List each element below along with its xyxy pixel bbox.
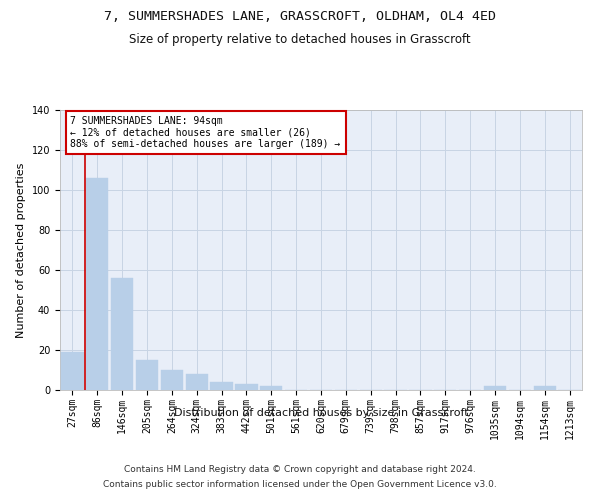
Bar <box>161 370 183 390</box>
Text: Contains HM Land Registry data © Crown copyright and database right 2024.: Contains HM Land Registry data © Crown c… <box>124 465 476 474</box>
Text: Distribution of detached houses by size in Grasscroft: Distribution of detached houses by size … <box>173 408 469 418</box>
Text: 7, SUMMERSHADES LANE, GRASSCROFT, OLDHAM, OL4 4ED: 7, SUMMERSHADES LANE, GRASSCROFT, OLDHAM… <box>104 10 496 23</box>
Y-axis label: Number of detached properties: Number of detached properties <box>16 162 26 338</box>
Text: 7 SUMMERSHADES LANE: 94sqm
← 12% of detached houses are smaller (26)
88% of semi: 7 SUMMERSHADES LANE: 94sqm ← 12% of deta… <box>70 116 341 149</box>
Bar <box>484 386 506 390</box>
Bar <box>211 382 233 390</box>
Bar <box>61 352 83 390</box>
Bar <box>86 178 109 390</box>
Bar <box>235 384 257 390</box>
Bar <box>111 278 133 390</box>
Text: Size of property relative to detached houses in Grasscroft: Size of property relative to detached ho… <box>129 32 471 46</box>
Bar <box>533 386 556 390</box>
Bar <box>185 374 208 390</box>
Bar <box>136 360 158 390</box>
Text: Contains public sector information licensed under the Open Government Licence v3: Contains public sector information licen… <box>103 480 497 489</box>
Bar <box>260 386 283 390</box>
